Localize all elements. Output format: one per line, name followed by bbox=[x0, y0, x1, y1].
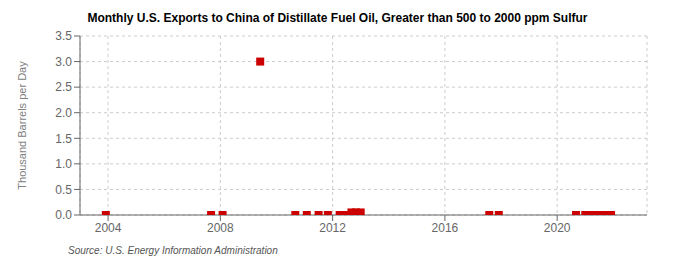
svg-text:2016: 2016 bbox=[432, 221, 459, 235]
svg-text:2012: 2012 bbox=[319, 221, 346, 235]
svg-text:2004: 2004 bbox=[95, 221, 122, 235]
svg-text:2.0: 2.0 bbox=[55, 106, 72, 120]
svg-text:1.5: 1.5 bbox=[55, 132, 72, 146]
svg-text:2020: 2020 bbox=[544, 221, 571, 235]
svg-text:2.5: 2.5 bbox=[55, 80, 72, 94]
svg-text:3.0: 3.0 bbox=[55, 55, 72, 69]
svg-text:0.0: 0.0 bbox=[55, 208, 72, 222]
svg-text:1.0: 1.0 bbox=[55, 157, 72, 171]
html-text:Source: U.S. Energy Informatio: Source: U.S. Energy Information Administ… bbox=[68, 245, 278, 256]
svg-text:2008: 2008 bbox=[207, 221, 234, 235]
svg-text:3.5: 3.5 bbox=[55, 29, 72, 43]
svg-text:Thousand Barrels per Day: Thousand Barrels per Day bbox=[16, 61, 28, 190]
html-text:Monthly U.S. Exports to China: Monthly U.S. Exports to China of Distill… bbox=[87, 11, 588, 25]
svg-text:0.5: 0.5 bbox=[55, 183, 72, 197]
